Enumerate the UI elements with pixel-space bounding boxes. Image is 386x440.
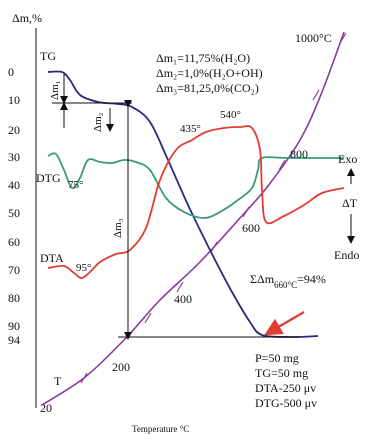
- dta-curve: [47, 125, 345, 279]
- temperature-tick: [339, 32, 347, 44]
- temperature-curve: [41, 31, 345, 406]
- peak-label-dtg-75: 75°: [68, 179, 83, 191]
- temperature-tick: [144, 312, 152, 324]
- y-tick-label: 70: [8, 263, 20, 277]
- temperature-tick: [278, 159, 286, 171]
- mass-loss-1: Δm₁=11,75%(H₂O): [156, 51, 250, 65]
- total-loss-label: ΣΔm660°C=94%: [250, 272, 326, 290]
- peak-label-dta-95: 95°: [76, 262, 91, 274]
- peak-label-dta-435: 435°: [180, 123, 201, 135]
- condition-1: P=50 mg: [255, 351, 299, 365]
- series-label-dtg: DTG: [36, 171, 61, 185]
- series-label-t: T: [54, 374, 62, 388]
- y-tick-label: 10: [8, 93, 20, 107]
- y-tick-label: 80: [8, 291, 20, 305]
- temperature-curve-ticks: [80, 32, 347, 384]
- series-label-dta: DTA: [40, 251, 64, 265]
- temperature-tick: [242, 206, 250, 218]
- temperature-tick: [210, 241, 218, 253]
- y-tick-label: 30: [8, 150, 20, 164]
- temp-label-600: 600: [242, 221, 260, 235]
- condition-2: TG=50 mg: [255, 366, 308, 380]
- temp-label-800: 800: [290, 147, 308, 161]
- mass-loss-2: Δm₂=1,0%(H₂O+OH): [156, 66, 263, 80]
- temperature-tick: [80, 372, 88, 384]
- temp-label-1000: 1000°C: [295, 31, 332, 45]
- dm3-label: Δm₃: [112, 218, 124, 238]
- y-tick-label: 50: [8, 206, 20, 220]
- dm2-label: Δm₂: [92, 112, 104, 132]
- y-tick-label: 94: [8, 333, 20, 347]
- dtg-curve: [47, 152, 344, 219]
- right-axis-delta-t: ΔT: [342, 196, 358, 210]
- peak-label-dta-540: 540°: [220, 109, 241, 121]
- mass-loss-3: Δm₃=81,25,0%(CO₂): [156, 81, 259, 95]
- condition-4: DTG-500 μv: [255, 396, 317, 410]
- temp-label-400: 400: [174, 292, 192, 306]
- series-label-tg: TG: [40, 49, 56, 63]
- y-tick-label: 60: [8, 235, 20, 249]
- dm1-label: Δm₁: [49, 80, 61, 100]
- temp-label-20: 20: [40, 401, 52, 415]
- tg-curve: [47, 70, 319, 338]
- condition-3: DTA-250 μv: [255, 381, 316, 395]
- y-tick-label: 20: [8, 123, 20, 137]
- y-tick-label: 0: [8, 65, 14, 79]
- y-axis-label: Δm,%: [12, 11, 42, 25]
- temp-label-200: 200: [112, 360, 130, 374]
- right-axis-endo: Endo: [334, 248, 359, 262]
- temperature-tick: [312, 89, 320, 101]
- y-tick-label: 90: [8, 319, 20, 333]
- total-loss-arrow: [264, 311, 305, 336]
- x-axis-label: Temperature °C: [132, 424, 189, 434]
- temperature-tick: [176, 281, 184, 293]
- y-tick-label: 40: [8, 178, 20, 192]
- right-axis-exo: Exo: [338, 152, 357, 166]
